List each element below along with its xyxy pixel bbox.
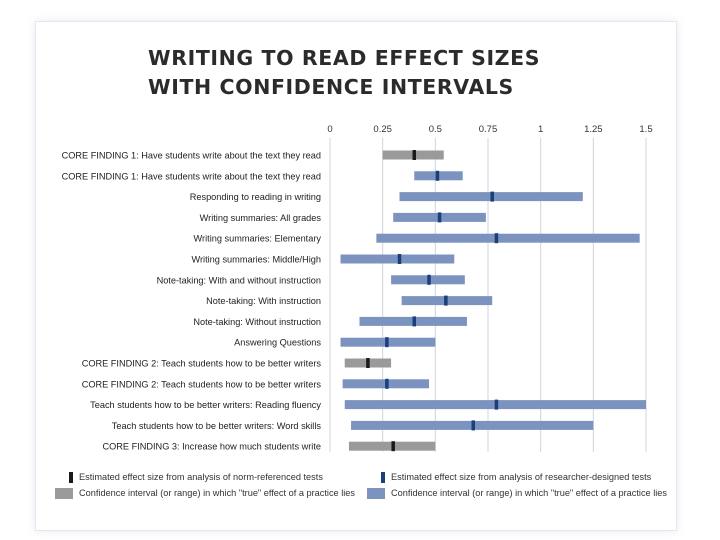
effect-size-marker bbox=[366, 358, 370, 368]
effect-size-marker bbox=[494, 399, 499, 410]
chart-title: WRITING TO READ EFFECT SIZES WITH CONFID… bbox=[148, 44, 540, 102]
effect-size-marker bbox=[412, 150, 417, 160]
plot-row: CORE FINDING 3: Increase how much studen… bbox=[102, 441, 436, 452]
plot-row: Note-taking: With instruction bbox=[206, 295, 493, 306]
plot-row: Writing summaries: All grades bbox=[200, 212, 486, 223]
confidence-interval-bar bbox=[340, 254, 455, 264]
row-label: Writing summaries: All grades bbox=[200, 213, 322, 223]
x-tick-label: 0.25 bbox=[373, 124, 392, 135]
legend-norm-effect-swatch bbox=[69, 472, 73, 483]
x-tick-label: 1.25 bbox=[584, 124, 603, 135]
x-tick-label: 0 bbox=[327, 124, 332, 135]
effect-size-marker bbox=[471, 420, 476, 431]
plot-row: Writing summaries: Middle/High bbox=[191, 254, 455, 265]
plot-row: Note-taking: With and without instructio… bbox=[157, 274, 465, 285]
effect-size-marker bbox=[490, 191, 494, 202]
effect-size-marker bbox=[385, 378, 389, 389]
plot-rows: CORE FINDING 1: Have students write abou… bbox=[62, 150, 646, 452]
x-tick-label: 0.75 bbox=[479, 124, 498, 135]
row-label: Note-taking: Without instruction bbox=[193, 317, 321, 327]
legend-norm-ci-label: Confidence interval (or range) in which … bbox=[79, 488, 355, 498]
plot-row: CORE FINDING 2: Teach students how to be… bbox=[82, 378, 430, 389]
effect-size-marker bbox=[412, 316, 417, 327]
effect-size-marker bbox=[397, 254, 402, 264]
row-label: Note-taking: With instruction bbox=[206, 296, 321, 306]
plot-row: CORE FINDING 1: Have students write abou… bbox=[62, 150, 444, 161]
row-label: CORE FINDING 2: Teach students how to be… bbox=[82, 359, 322, 369]
row-label: CORE FINDING 2: Teach students how to be… bbox=[82, 379, 322, 389]
chart-title-line-2: WITH CONFIDENCE INTERVALS bbox=[148, 75, 514, 99]
effect-size-marker bbox=[444, 295, 448, 306]
plot-row: Responding to reading in writing bbox=[190, 191, 583, 202]
x-tick-label: 0.5 bbox=[429, 124, 442, 135]
legend-research-effect-label: Estimated effect size from analysis of r… bbox=[391, 472, 652, 482]
legend-research-effect-swatch bbox=[381, 472, 385, 483]
legend-norm-ci-swatch bbox=[55, 488, 73, 499]
row-label: Note-taking: With and without instructio… bbox=[157, 275, 321, 285]
row-label: Teach students how to be better writers:… bbox=[112, 421, 322, 431]
confidence-interval-bar bbox=[376, 233, 640, 243]
x-tick-label: 1.5 bbox=[639, 124, 652, 135]
plot-row: Answering Questions bbox=[234, 337, 436, 348]
effect-size-marker bbox=[435, 170, 440, 181]
row-label: CORE FINDING 3: Increase how much studen… bbox=[102, 442, 321, 452]
x-tick-label: 1 bbox=[538, 124, 543, 135]
plot-row: Teach students how to be better writers:… bbox=[112, 420, 594, 431]
row-label: CORE FINDING 1: Have students write abou… bbox=[62, 171, 321, 181]
x-axis-ticks: 0 0.25 0.5 0.75 1 1.25 1.5 bbox=[327, 124, 652, 135]
effect-size-marker bbox=[494, 233, 499, 244]
plot-row: CORE FINDING 2: Teach students how to be… bbox=[82, 358, 392, 369]
plot-row: CORE FINDING 1: Have students write abou… bbox=[62, 170, 463, 181]
plot-row: Writing summaries: Elementary bbox=[194, 233, 640, 244]
row-label: Answering Questions bbox=[234, 338, 321, 348]
plot-row: Note-taking: Without instruction bbox=[193, 316, 467, 327]
row-label: Writing summaries: Middle/High bbox=[191, 255, 321, 265]
row-label: CORE FINDING 1: Have students write abou… bbox=[62, 151, 321, 161]
chart-title-line-1: WRITING TO READ EFFECT SIZES bbox=[148, 46, 541, 70]
row-label: Teach students how to be better writers:… bbox=[90, 400, 321, 410]
effect-size-marker bbox=[391, 441, 395, 452]
effect-size-marker bbox=[385, 337, 389, 348]
legend-research-ci-swatch bbox=[367, 488, 385, 499]
legend-research-ci-label: Confidence interval (or range) in which … bbox=[391, 488, 667, 498]
gridlines bbox=[329, 138, 647, 452]
row-label: Writing summaries: Elementary bbox=[194, 234, 322, 244]
effect-size-marker bbox=[437, 212, 442, 223]
plot-row: Teach students how to be better writers:… bbox=[90, 399, 646, 410]
effect-size-marker bbox=[427, 274, 431, 285]
legend-norm-effect-label: Estimated effect size from analysis of n… bbox=[79, 472, 323, 482]
row-label: Responding to reading in writing bbox=[190, 192, 321, 202]
